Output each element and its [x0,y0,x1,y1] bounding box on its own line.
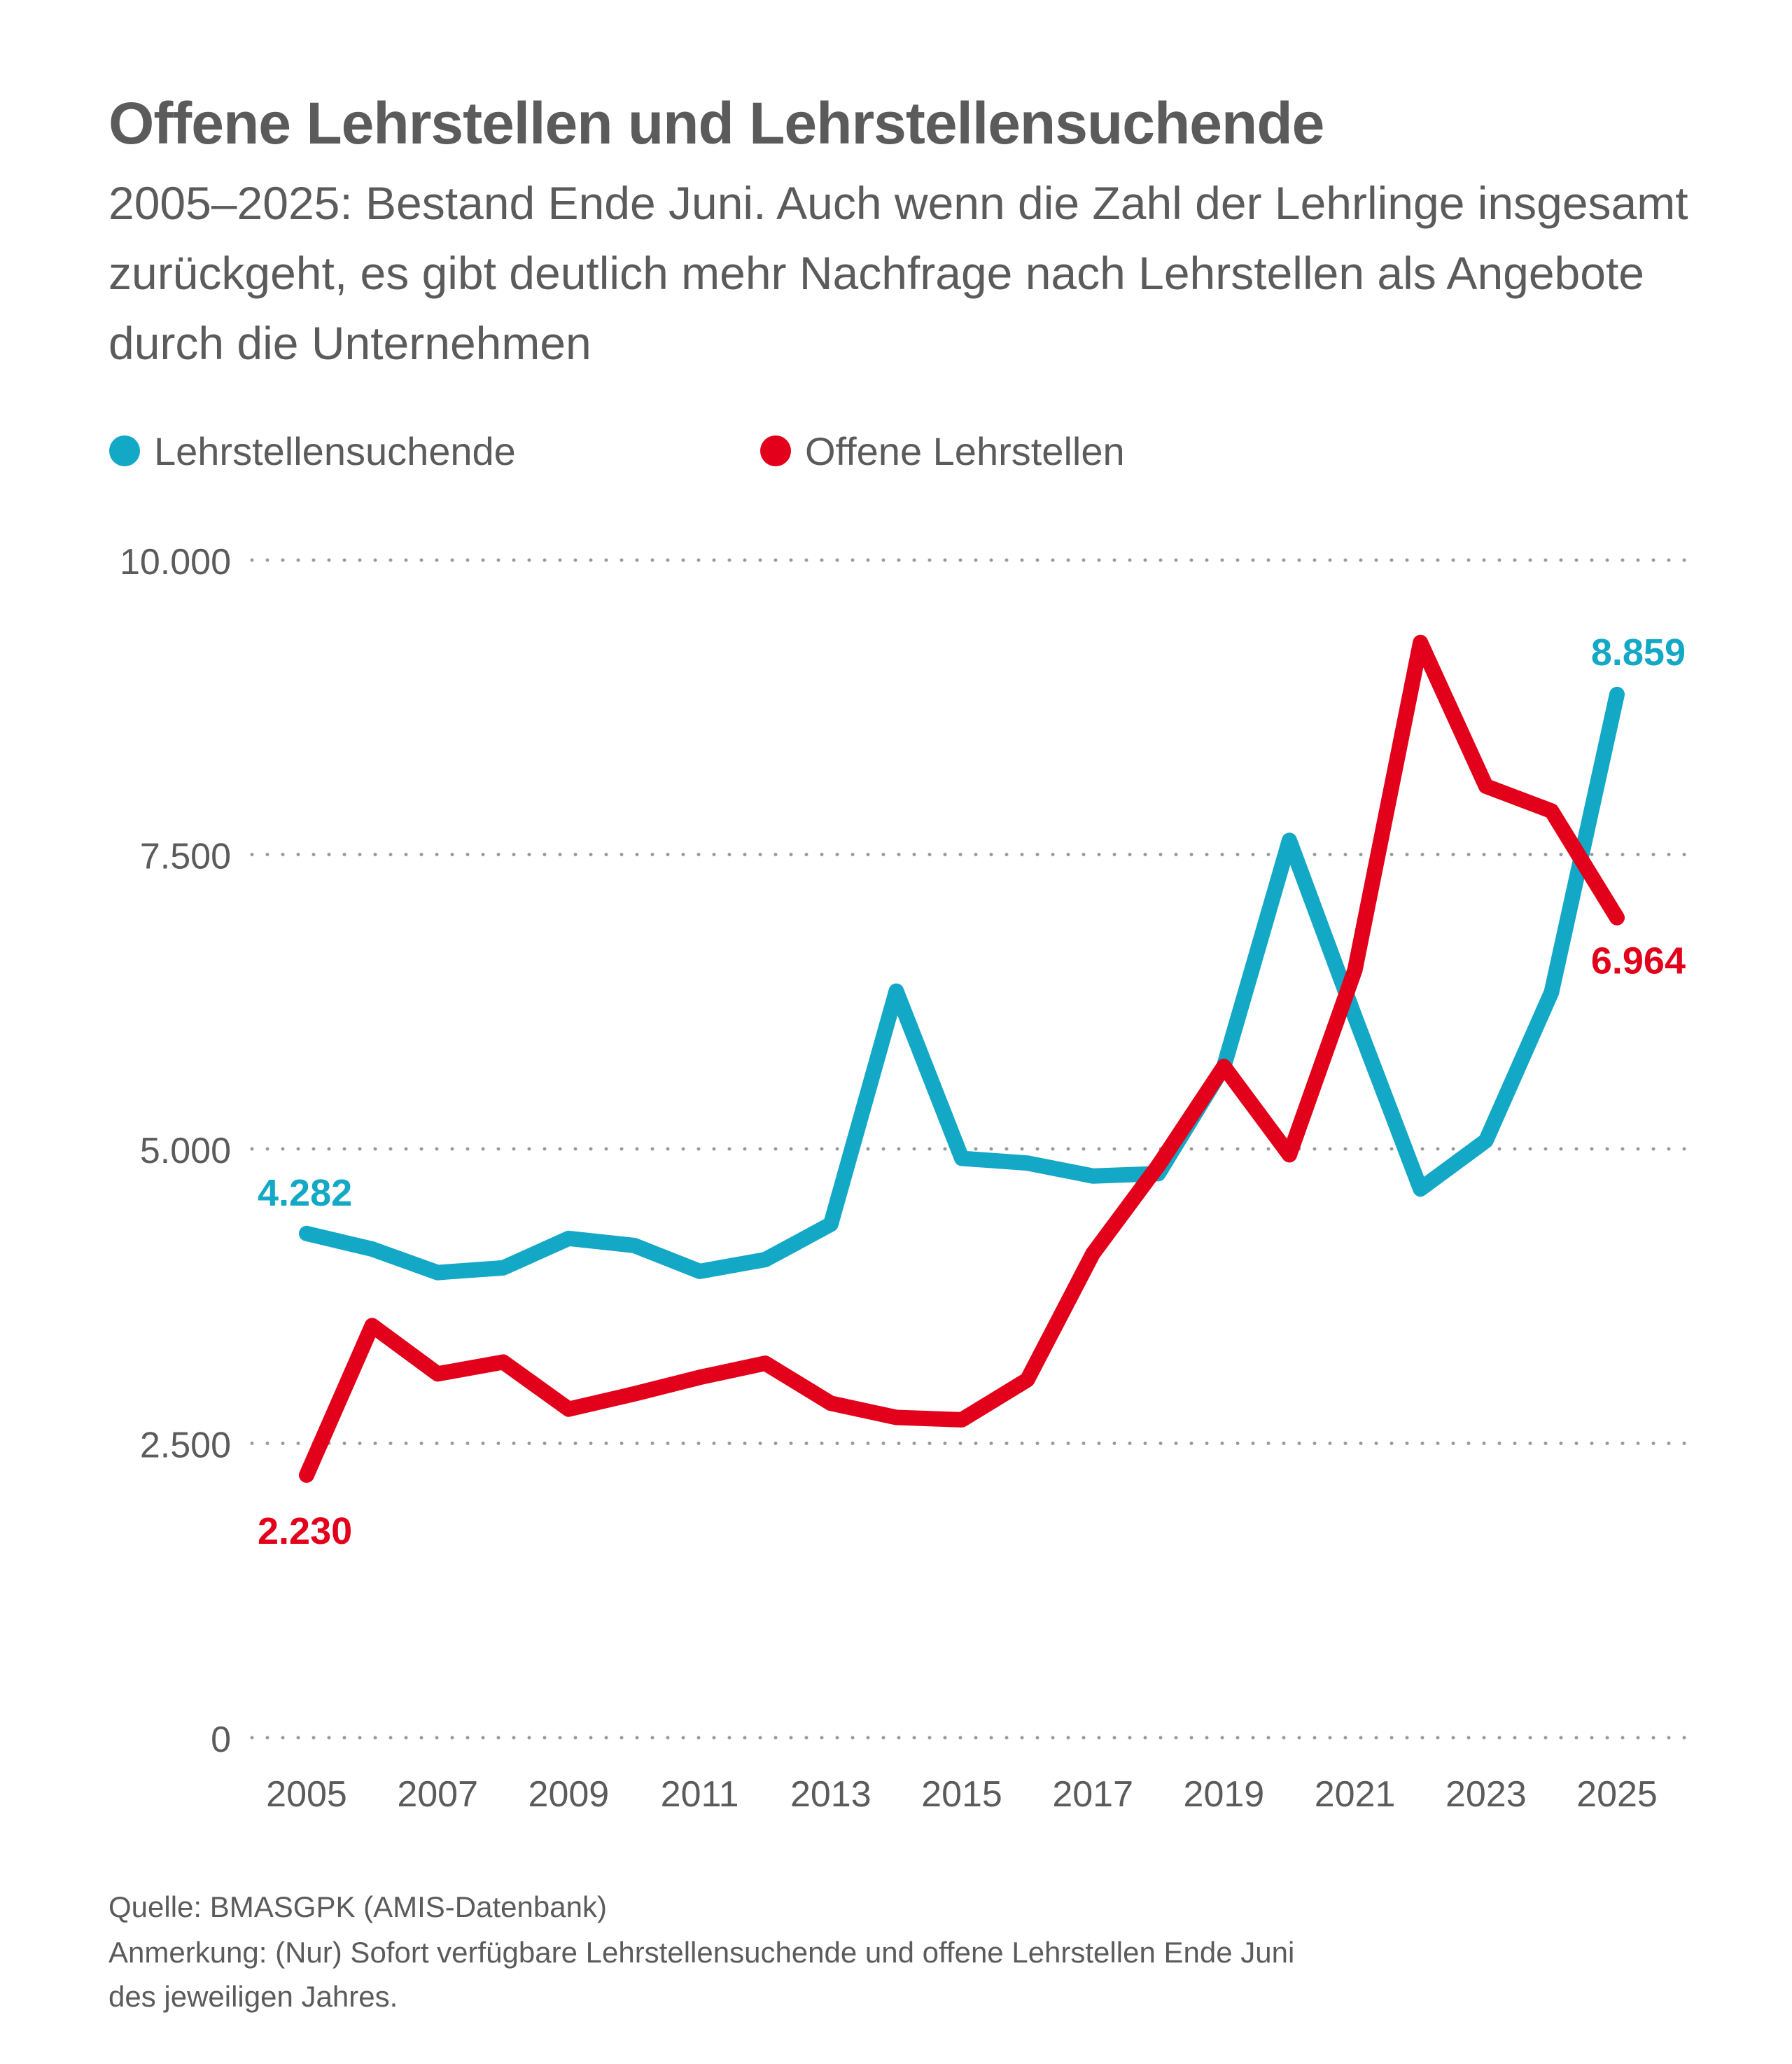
series-line-lehrstellensuchende [299,686,1625,1281]
y-axis: 0 2.500 5.000 7.500 10.000 [120,542,231,1760]
footnote-line-1: Anmerkung: (Nur) Sofort verfügbare Lehrs… [108,1936,1295,1969]
x-tick-label: 2005 [266,1774,347,1815]
chart-title: Offene Lehrstellen und Lehrstellensuchen… [108,90,1324,156]
legend-swatch [760,435,791,466]
y-tick-label: 10.000 [120,542,231,583]
x-tick-label: 2013 [790,1774,872,1815]
x-tick-label: 2011 [661,1774,739,1815]
x-tick-label: 2009 [528,1774,610,1815]
data-labels: 4.282 8.859 2.230 6.964 [258,632,1686,1552]
y-tick-label: 5.000 [140,1131,231,1171]
label-offene-first: 2.230 [258,1510,352,1552]
footnote-line-2: des jeweiligen Jahres. [108,1980,398,2013]
label-offene-last: 6.964 [1591,940,1686,982]
y-tick-label: 0 [211,1720,231,1760]
x-tick-label: 2015 [921,1774,1002,1815]
x-axis: 2005 2007 2009 2011 2013 2015 2017 2019 2021 2023… [266,1774,1658,1815]
legend-item-lehrstellensuchende: Lehrstellensuchende [109,429,516,473]
x-tick-label: 2021 [1315,1774,1396,1815]
x-tick-label: 2007 [397,1774,478,1815]
y-tick-label: 2.500 [140,1425,231,1466]
legend-swatch [109,435,140,466]
series-line-offene-lehrstellen [299,634,1625,1483]
label-suchende-first: 4.282 [258,1172,352,1214]
x-tick-label: 2017 [1052,1774,1133,1815]
label-suchende-last: 8.859 [1591,632,1686,674]
source-note: Quelle: BMASGPK (AMIS-Datenbank) [108,1890,607,1923]
x-tick-label: 2025 [1576,1774,1658,1815]
legend: Lehrstellensuchende Offene Lehrstellen [109,429,1125,473]
series-lines [299,634,1625,1483]
legend-item-offene-lehrstellen: Offene Lehrstellen [760,429,1125,473]
x-tick-label: 2023 [1446,1774,1527,1815]
y-tick-label: 7.500 [140,837,231,877]
line-chart: Lehrstellensuchende Offene Lehrstellen 02… [109,429,1689,1815]
legend-label: Offene Lehrstellen [805,429,1125,473]
chart-subtitle: 2005–2025: Bestand Ende Juni. Auch wenn … [108,177,1688,369]
x-tick-label: 2019 [1184,1774,1265,1815]
legend-label: Lehrstellensuchende [154,429,516,473]
